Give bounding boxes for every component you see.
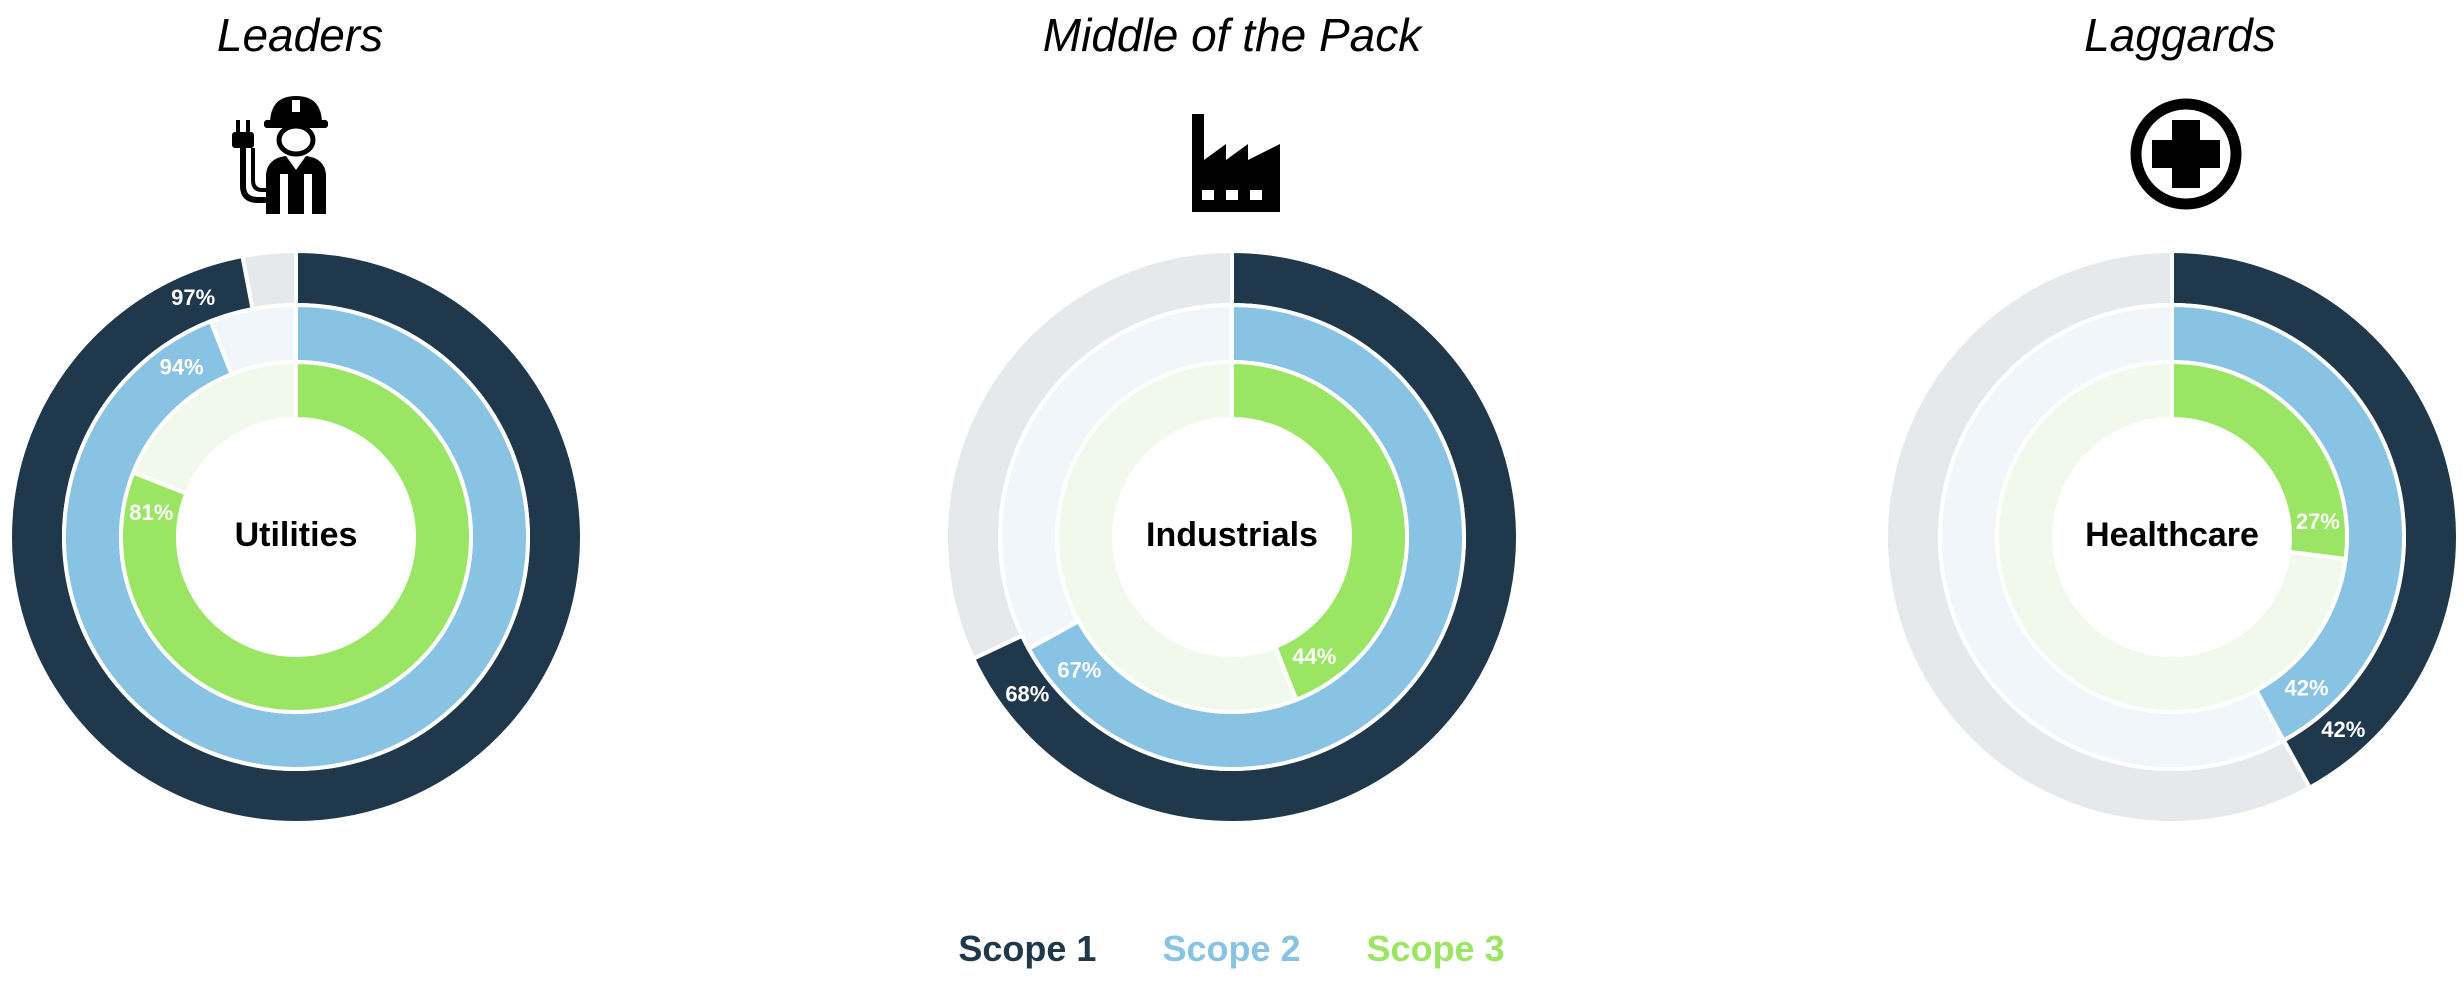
data-label-scope-2: 42%	[2285, 675, 2329, 700]
data-label-scope-2: 94%	[160, 355, 204, 380]
data-label-scope-2: 67%	[1057, 657, 1101, 682]
slice-scope-3-remainder	[1995, 359, 2348, 714]
center-label: Industrials	[1146, 516, 1318, 554]
legend: Scope 1 Scope 2 Scope 3	[0, 928, 2463, 970]
panel-title-middle: Middle of the Pack	[1042, 9, 1422, 61]
medical-cross-icon	[2130, 98, 2242, 210]
data-label-scope-1: 97%	[171, 285, 215, 310]
slice-scope-3	[1230, 359, 1409, 703]
center-label: Healthcare	[2085, 516, 2259, 554]
legend-item-scope-1: Scope 1	[958, 928, 1097, 969]
donut-industrials: 68% 67% 44% Industrials	[944, 248, 1520, 825]
center-label: Utilities	[235, 516, 358, 554]
legend-item-scope-3: Scope 3	[1366, 928, 1505, 969]
panel-title-leaders: Leaders	[216, 9, 384, 61]
slice-scope-3-remainder	[1054, 359, 1300, 714]
slice-scope-3	[2170, 359, 2349, 562]
utility-worker-plug-icon	[232, 96, 328, 214]
donut-healthcare: 42% 42% 27% Healthcare	[1884, 248, 2460, 825]
donut-utilities: 97% 94% 81% Utilities	[8, 248, 584, 825]
data-label-scope-1: 42%	[2321, 717, 2365, 742]
data-label-scope-3: 44%	[1292, 644, 1336, 669]
slice-scope-3	[119, 359, 473, 714]
factory-icon	[1192, 114, 1280, 212]
legend-item-scope-2: Scope 2	[1162, 928, 1301, 969]
data-label-scope-3: 27%	[2296, 509, 2340, 534]
data-label-scope-3: 81%	[129, 500, 173, 525]
data-label-scope-1: 68%	[1005, 682, 1049, 707]
panel-title-laggards: Laggards	[2084, 9, 2276, 61]
